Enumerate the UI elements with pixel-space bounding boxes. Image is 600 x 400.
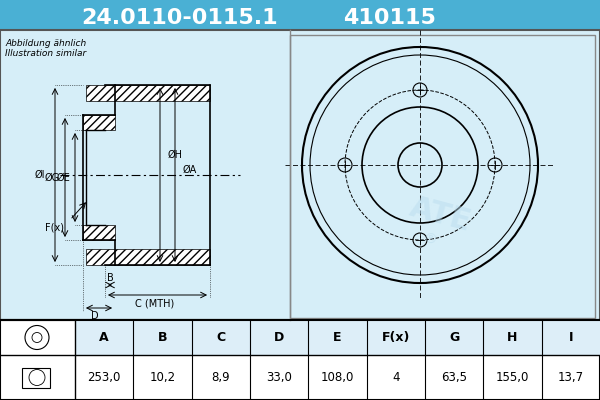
Bar (484, 320, 542, 355)
Text: 63,5: 63,5 (441, 371, 467, 384)
Bar (86, 249, 210, 265)
Bar (83, 225, 115, 240)
Text: 108,0: 108,0 (321, 371, 354, 384)
Text: H: H (508, 331, 518, 344)
Text: D: D (274, 331, 284, 344)
Text: 10,2: 10,2 (149, 371, 176, 384)
Text: 8,9: 8,9 (212, 371, 230, 384)
Bar (0, 320, 600, 400)
Text: ØH: ØH (168, 150, 183, 160)
Bar (0, 0, 600, 30)
Text: B: B (107, 273, 113, 283)
Bar (75, 320, 133, 355)
Text: ØA: ØA (183, 165, 197, 175)
Bar (22, 368, 50, 388)
Text: ATE: ATE (406, 193, 474, 237)
Bar (0, 30, 600, 320)
Bar (250, 320, 308, 355)
Text: ØG: ØG (44, 172, 59, 182)
Text: 155,0: 155,0 (496, 371, 529, 384)
Bar (542, 320, 600, 355)
Bar (367, 320, 425, 355)
Text: C: C (216, 331, 226, 344)
Bar (133, 320, 191, 355)
Text: 33,0: 33,0 (266, 371, 292, 384)
Text: B: B (158, 331, 167, 344)
Text: F(x): F(x) (46, 223, 65, 233)
Text: 410115: 410115 (344, 8, 436, 28)
Text: ØE: ØE (56, 172, 70, 182)
Text: 4: 4 (392, 371, 400, 384)
Text: Abbildung ähnlich: Abbildung ähnlich (5, 40, 86, 48)
Text: Illustration similar: Illustration similar (5, 50, 86, 58)
Text: C (MTH): C (MTH) (136, 298, 175, 308)
Bar (425, 320, 484, 355)
Bar (83, 115, 115, 130)
Bar (0, 30, 600, 320)
Text: 24.0110-0115.1: 24.0110-0115.1 (82, 8, 278, 28)
Bar (290, 35, 595, 318)
Bar (86, 85, 210, 101)
Text: ØI: ØI (35, 170, 45, 180)
Text: G: G (449, 331, 459, 344)
Bar (308, 320, 367, 355)
Text: 253,0: 253,0 (88, 371, 121, 384)
Text: I: I (569, 331, 573, 344)
Text: E: E (333, 331, 342, 344)
Text: F(x): F(x) (382, 331, 410, 344)
Text: A: A (100, 331, 109, 344)
Text: ®: ® (423, 233, 437, 247)
Text: 13,7: 13,7 (558, 371, 584, 384)
Bar (0, 320, 600, 400)
Bar (191, 320, 250, 355)
Text: D: D (91, 311, 99, 321)
